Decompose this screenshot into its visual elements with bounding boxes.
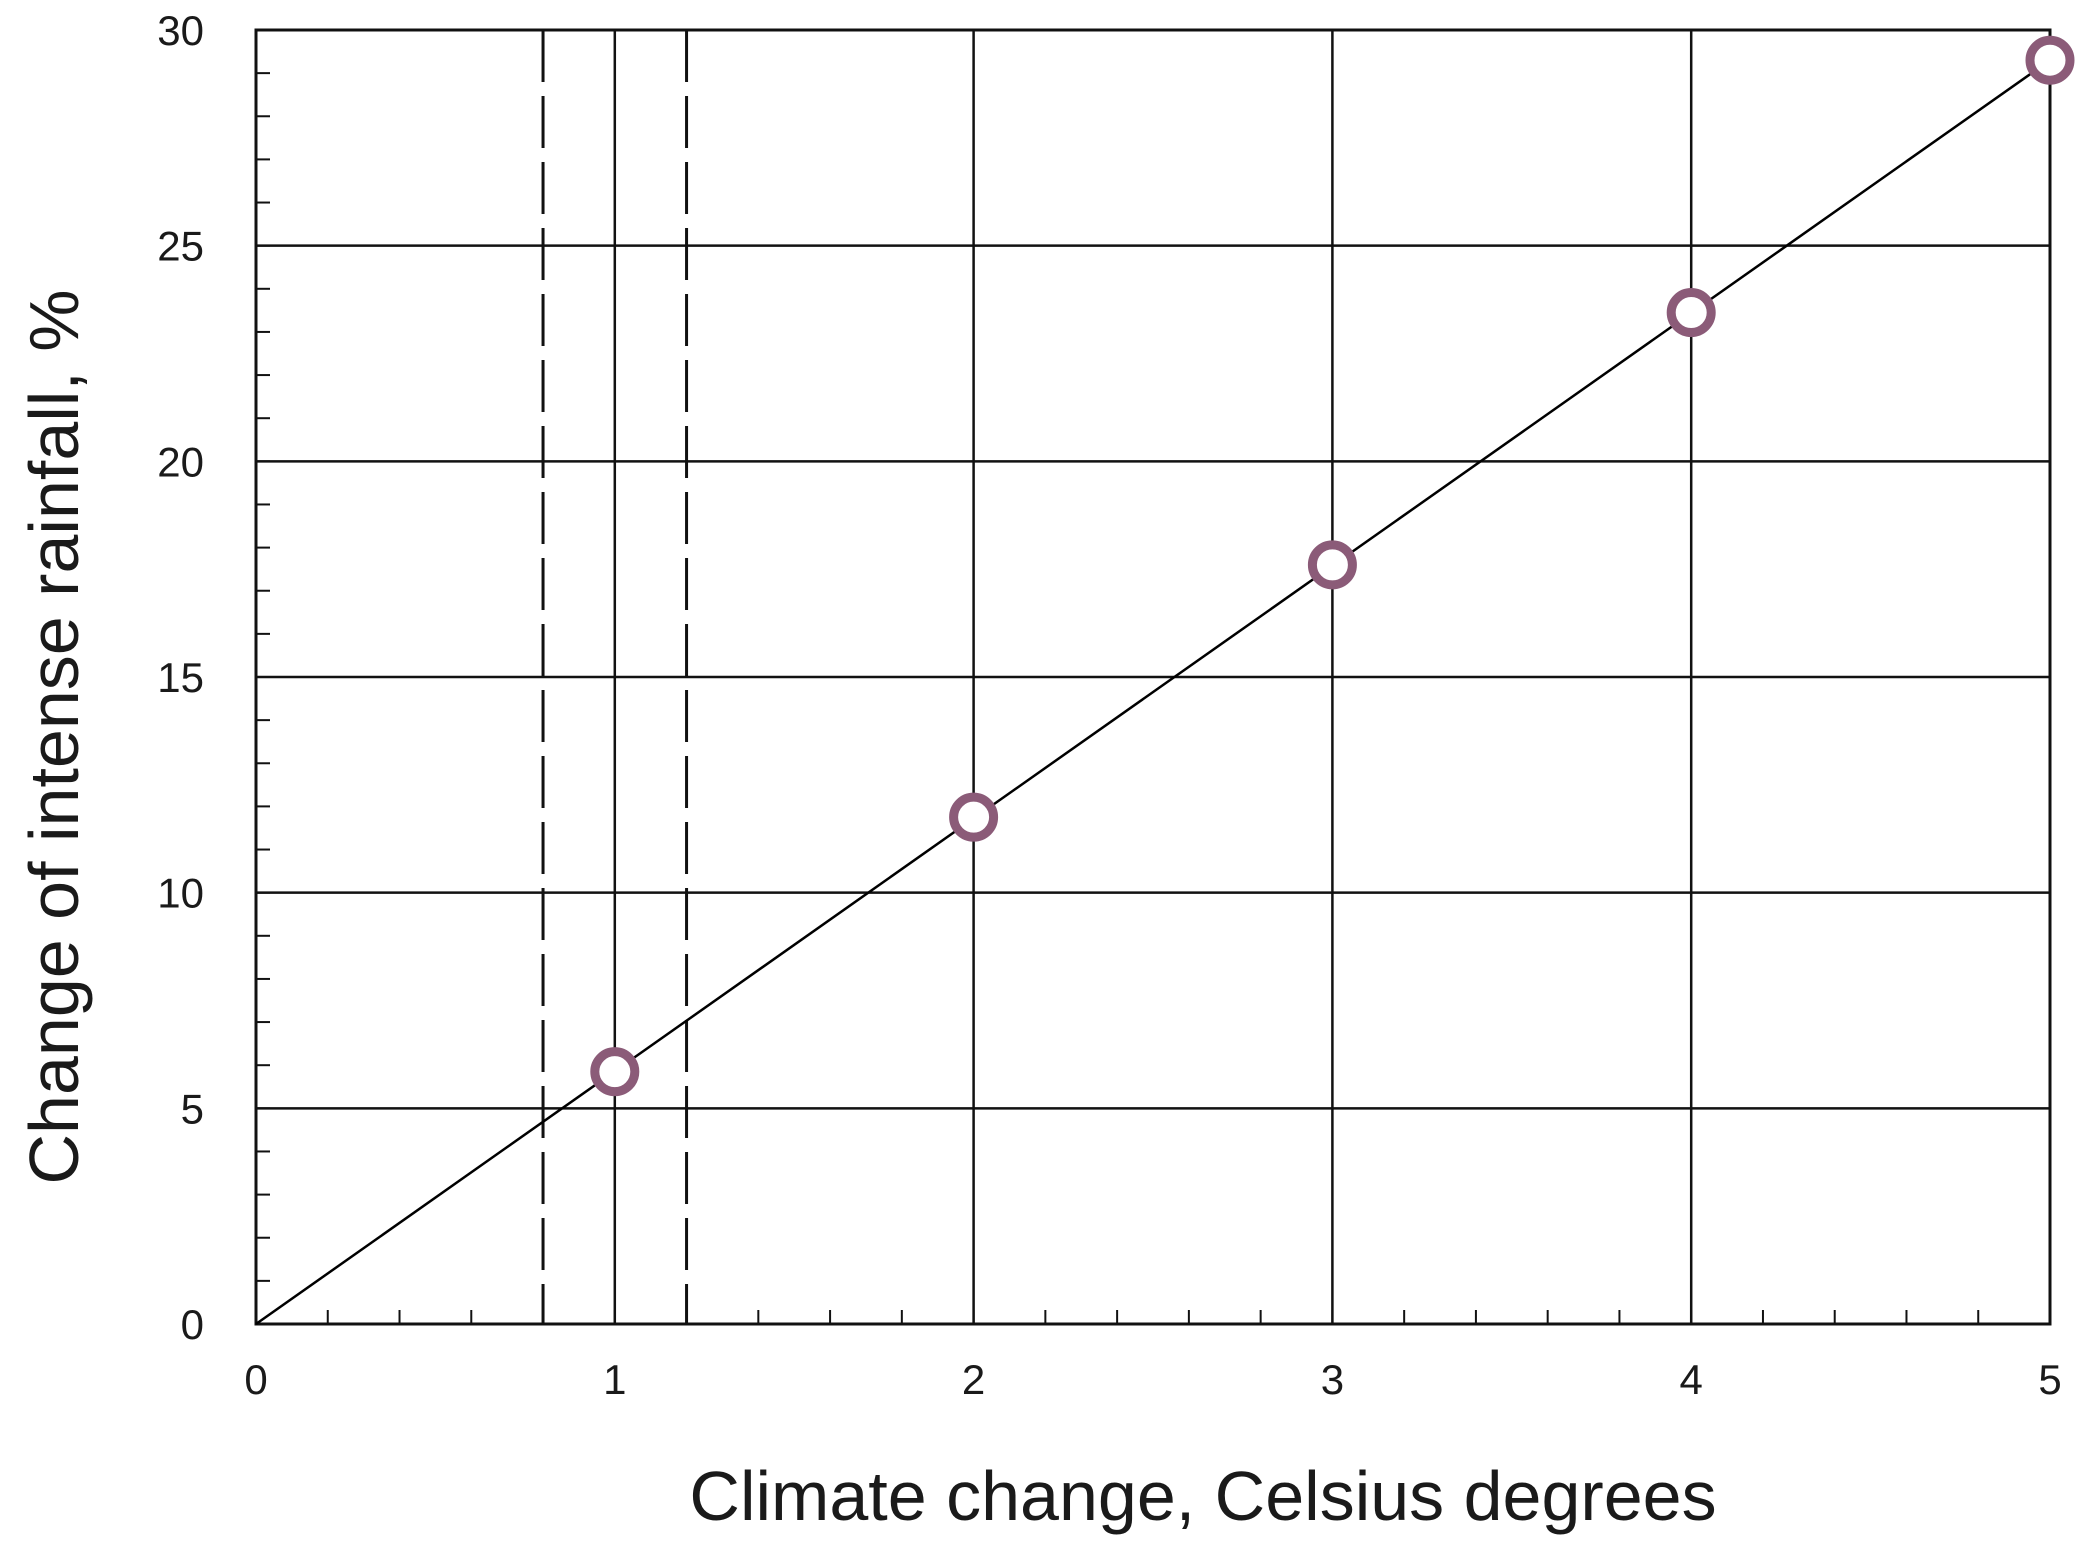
fit-line	[255, 59, 2051, 1326]
fit-line-layer	[255, 59, 2051, 1326]
reference-lines	[541, 30, 689, 1324]
y-tick-label-30: 30	[157, 7, 204, 54]
x-tick-label-4: 4	[1680, 1356, 1703, 1403]
data-point-4	[1666, 288, 1716, 338]
data-point-2	[949, 792, 999, 842]
y-tick-label-10: 10	[157, 870, 204, 917]
plot-border	[254, 28, 2052, 1326]
x-tick-label-0: 0	[244, 1356, 267, 1403]
x-axis-title: Climate change, Celsius degrees	[689, 1457, 1716, 1535]
x-tick-label-2: 2	[962, 1356, 985, 1403]
x-tick-labels: 0 1 2 3 4 5	[244, 1356, 2061, 1403]
y-tick-label-5: 5	[181, 1085, 204, 1132]
x-tick-label-3: 3	[1321, 1356, 1344, 1403]
y-tick-label-20: 20	[157, 438, 204, 485]
grid-lines	[254, 28, 2052, 1326]
data-point-1	[590, 1047, 640, 1097]
x-tick-label-5: 5	[2038, 1356, 2061, 1403]
y-tick-labels: 0 5 10 15 20 25 30	[157, 7, 204, 1348]
data-point-5	[2025, 35, 2075, 85]
plot-frame	[254, 28, 2052, 1326]
y-axis-title: Change of intense rainfall, %	[15, 290, 93, 1185]
x-tick-label-1: 1	[603, 1356, 626, 1403]
data-point-3	[1307, 540, 1357, 590]
y-tick-label-0: 0	[181, 1301, 204, 1348]
y-tick-label-25: 25	[157, 223, 204, 270]
data-points	[590, 35, 2075, 1097]
y-tick-label-15: 15	[157, 654, 204, 701]
